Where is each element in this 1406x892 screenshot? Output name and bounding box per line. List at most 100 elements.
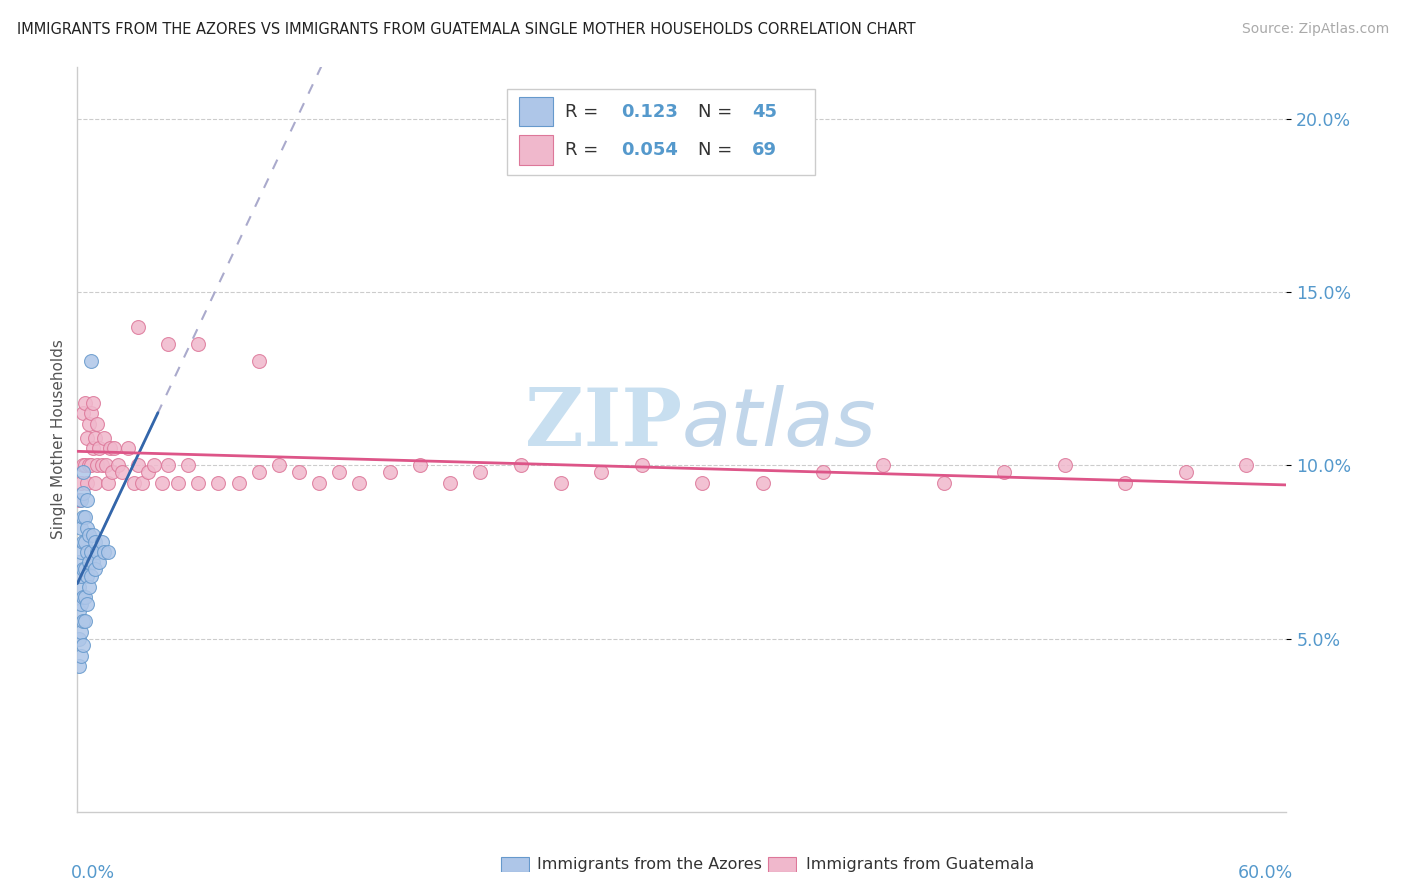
Point [72, 465, 94, 479]
Point [122, 475, 145, 490]
Point [70, 475, 93, 490]
Point [93, 545, 115, 559]
Text: 45: 45 [752, 103, 778, 120]
Point [75, 614, 97, 628]
Point [82, 555, 104, 569]
Point [72, 534, 94, 549]
Point [1053, 458, 1076, 473]
Point [80, 458, 103, 473]
Point [67, 492, 90, 507]
Y-axis label: Single Mother Households: Single Mother Households [51, 339, 66, 540]
Point [67, 555, 90, 569]
Point [72, 614, 94, 628]
Point [630, 458, 652, 473]
Point [79, 555, 101, 569]
Point [84, 562, 107, 576]
Point [100, 465, 122, 479]
Point [177, 458, 200, 473]
Point [70, 521, 93, 535]
Point [67, 580, 90, 594]
Point [80, 406, 103, 420]
Point [82, 527, 104, 541]
Point [550, 475, 572, 490]
Point [84, 534, 107, 549]
Point [75, 590, 97, 604]
Point [76, 569, 98, 583]
Point [93, 431, 115, 445]
Point [80, 545, 103, 559]
Point [1234, 458, 1257, 473]
Point [72, 639, 94, 653]
Point [751, 475, 773, 490]
Point [167, 475, 190, 490]
Point [96, 475, 118, 490]
Point [690, 475, 713, 490]
Point [98, 441, 121, 455]
Point [90, 534, 112, 549]
FancyBboxPatch shape [501, 857, 529, 871]
Point [86, 545, 108, 559]
Text: N =: N = [697, 141, 738, 160]
Point [70, 545, 93, 559]
Text: Source: ZipAtlas.com: Source: ZipAtlas.com [1241, 22, 1389, 37]
Point [228, 475, 250, 490]
Point [76, 545, 98, 559]
Point [75, 458, 97, 473]
Point [127, 319, 149, 334]
Point [142, 458, 165, 473]
Point [76, 492, 98, 507]
Point [75, 534, 97, 549]
Point [67, 604, 90, 618]
Point [72, 562, 94, 576]
Point [288, 465, 311, 479]
Text: Immigrants from Guatemala: Immigrants from Guatemala [806, 857, 1033, 871]
Point [932, 475, 955, 490]
Text: 0.054: 0.054 [621, 141, 678, 160]
Point [82, 441, 104, 455]
Point [67, 632, 90, 646]
Point [76, 475, 98, 490]
Point [247, 354, 270, 368]
Point [107, 458, 129, 473]
Point [72, 510, 94, 524]
Point [131, 475, 153, 490]
Point [349, 475, 371, 490]
Point [247, 465, 270, 479]
Text: 60.0%: 60.0% [1237, 863, 1292, 882]
Point [157, 458, 180, 473]
Point [1114, 475, 1136, 490]
Point [409, 458, 432, 473]
Point [75, 510, 97, 524]
Point [509, 458, 531, 473]
Point [84, 431, 107, 445]
Text: 69: 69 [752, 141, 778, 160]
Point [328, 465, 350, 479]
Point [80, 569, 103, 583]
Point [89, 441, 111, 455]
Point [267, 458, 290, 473]
Point [84, 475, 107, 490]
Point [79, 580, 101, 594]
Point [207, 475, 229, 490]
Point [67, 659, 90, 673]
Text: 0.123: 0.123 [621, 103, 678, 120]
Point [70, 624, 93, 639]
Point [72, 486, 94, 500]
Text: R =: R = [565, 103, 603, 120]
Point [76, 597, 98, 611]
Point [72, 458, 94, 473]
Point [70, 569, 93, 583]
Text: R =: R = [565, 141, 603, 160]
Text: Immigrants from the Azores: Immigrants from the Azores [537, 857, 762, 871]
Point [187, 337, 209, 351]
Point [811, 465, 834, 479]
Point [94, 458, 117, 473]
Point [70, 492, 93, 507]
FancyBboxPatch shape [519, 96, 553, 127]
Point [75, 562, 97, 576]
Point [80, 354, 103, 368]
Point [72, 590, 94, 604]
Point [378, 465, 401, 479]
Point [187, 475, 209, 490]
Point [79, 417, 101, 431]
